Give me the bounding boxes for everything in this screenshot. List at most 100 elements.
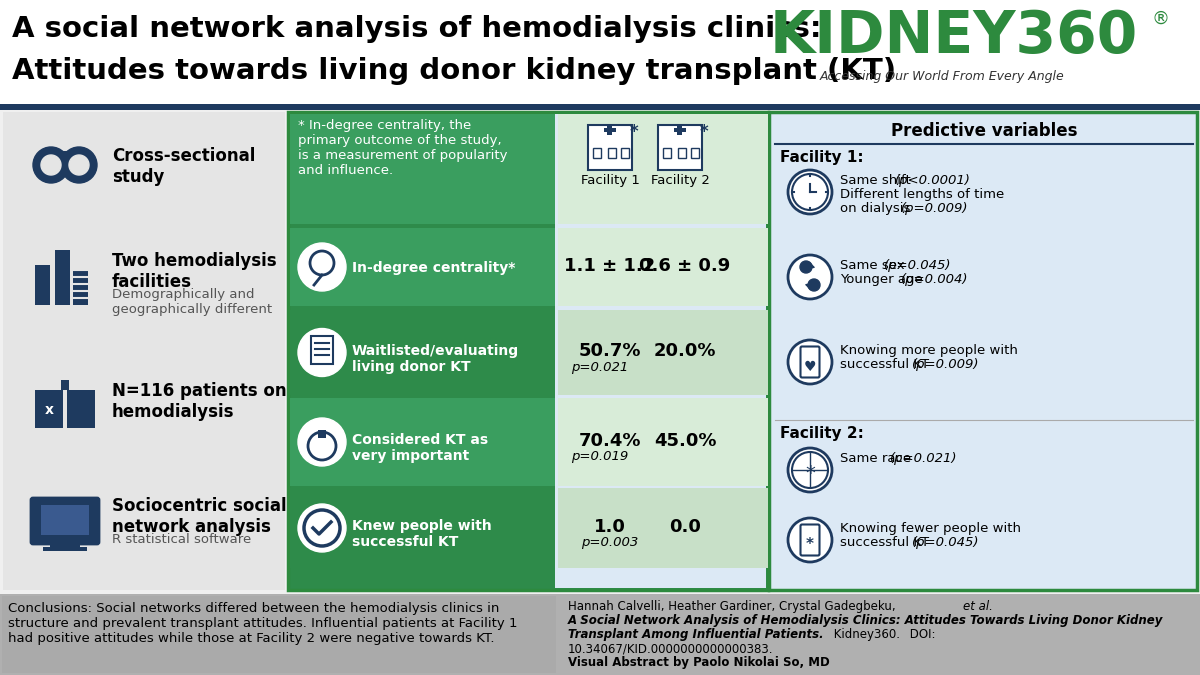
Text: p=0.019: p=0.019 <box>571 450 629 463</box>
Circle shape <box>61 147 97 183</box>
Text: In-degree centrality*: In-degree centrality* <box>352 261 515 275</box>
Text: Facility 1:: Facility 1: <box>780 150 864 165</box>
Circle shape <box>298 329 346 377</box>
Text: (p=0.045): (p=0.045) <box>912 536 979 549</box>
Text: Cross-sectional
study: Cross-sectional study <box>112 147 256 186</box>
Text: et al.: et al. <box>964 600 992 613</box>
Text: Knew people with
successful KT: Knew people with successful KT <box>352 519 492 549</box>
FancyBboxPatch shape <box>800 524 820 556</box>
FancyBboxPatch shape <box>769 112 1198 590</box>
FancyBboxPatch shape <box>49 151 82 156</box>
Text: 70.4%: 70.4% <box>578 432 641 450</box>
Text: 50.7%: 50.7% <box>578 342 641 360</box>
FancyBboxPatch shape <box>2 596 556 673</box>
Text: ®: ® <box>1152 10 1170 28</box>
FancyBboxPatch shape <box>678 148 686 158</box>
Text: Predictive variables: Predictive variables <box>890 122 1078 140</box>
FancyBboxPatch shape <box>558 114 768 224</box>
Text: 10.34067/KID.0000000000000383.: 10.34067/KID.0000000000000383. <box>568 642 774 655</box>
Text: Transplant Among Influential Patients.: Transplant Among Influential Patients. <box>568 628 823 641</box>
Circle shape <box>788 340 832 384</box>
FancyBboxPatch shape <box>607 125 612 135</box>
Text: *: * <box>806 537 814 552</box>
Text: Same sex: Same sex <box>840 259 905 272</box>
FancyBboxPatch shape <box>800 346 820 377</box>
Text: * In-degree centrality, the
primary outcome of the study,
is a measurement of po: * In-degree centrality, the primary outc… <box>298 119 508 177</box>
FancyBboxPatch shape <box>658 125 702 170</box>
FancyBboxPatch shape <box>28 375 103 435</box>
Text: Demographically and
geographically different: Demographically and geographically diffe… <box>112 288 272 316</box>
Text: (p=0.045): (p=0.045) <box>884 259 952 272</box>
FancyBboxPatch shape <box>35 390 64 428</box>
Text: Knowing more people with: Knowing more people with <box>840 344 1018 357</box>
Text: N=116 patients on
hemodialysis: N=116 patients on hemodialysis <box>112 382 287 421</box>
Circle shape <box>788 255 832 299</box>
Text: Knowing fewer people with: Knowing fewer people with <box>840 522 1021 535</box>
Text: *: * <box>630 123 638 141</box>
Text: 0.6 ± 0.9: 0.6 ± 0.9 <box>640 257 731 275</box>
Circle shape <box>308 432 336 460</box>
Text: Different lengths of time: Different lengths of time <box>840 188 1004 201</box>
FancyBboxPatch shape <box>290 228 554 306</box>
Text: Conclusions: Social networks differed between the hemodialysis clinics in
struct: Conclusions: Social networks differed be… <box>8 602 517 645</box>
Text: (p=0.021): (p=0.021) <box>889 452 958 465</box>
Text: A Social Network Analysis of Hemodialysis Clinics: Attitudes Towards Living Dono: A Social Network Analysis of Hemodialysi… <box>568 614 1163 627</box>
FancyBboxPatch shape <box>28 245 103 305</box>
Text: Facility 2:: Facility 2: <box>780 426 864 441</box>
FancyBboxPatch shape <box>290 114 554 224</box>
Text: Accessing Our World From Every Angle: Accessing Our World From Every Angle <box>820 70 1064 83</box>
Text: Considered KT as
very important: Considered KT as very important <box>352 433 488 463</box>
FancyBboxPatch shape <box>290 398 554 486</box>
Text: p=0.003: p=0.003 <box>581 536 638 549</box>
Text: on dialysis: on dialysis <box>840 202 911 215</box>
FancyBboxPatch shape <box>604 128 616 132</box>
Circle shape <box>792 174 828 210</box>
Circle shape <box>304 510 340 546</box>
Text: R statistical software: R statistical software <box>112 533 251 546</box>
Text: Same shift: Same shift <box>840 174 911 187</box>
FancyBboxPatch shape <box>662 148 671 158</box>
Text: (p=0.009): (p=0.009) <box>900 202 968 215</box>
FancyBboxPatch shape <box>318 430 326 438</box>
FancyBboxPatch shape <box>2 112 286 590</box>
FancyBboxPatch shape <box>593 148 601 158</box>
Text: Same race: Same race <box>840 452 911 465</box>
FancyBboxPatch shape <box>50 542 80 547</box>
Text: x: x <box>44 403 54 417</box>
Text: Hannah Calvelli, Heather Gardiner, Crystal Gadegbeku,: Hannah Calvelli, Heather Gardiner, Cryst… <box>568 600 899 613</box>
Text: *: * <box>700 123 709 141</box>
Text: Two hemodialysis
facilities: Two hemodialysis facilities <box>112 252 277 291</box>
Circle shape <box>788 518 832 562</box>
Text: 45.0%: 45.0% <box>654 432 716 450</box>
Text: Visual Abstract by Paolo Nikolai So, MD: Visual Abstract by Paolo Nikolai So, MD <box>568 656 829 669</box>
Circle shape <box>788 170 832 214</box>
Circle shape <box>808 279 820 291</box>
Text: 1.0: 1.0 <box>594 518 626 536</box>
Text: Facility 2: Facility 2 <box>650 174 709 187</box>
FancyBboxPatch shape <box>674 128 686 132</box>
Text: ♥: ♥ <box>804 360 816 374</box>
Circle shape <box>298 504 346 552</box>
Text: 0.0: 0.0 <box>670 518 701 536</box>
FancyBboxPatch shape <box>0 594 1200 675</box>
FancyBboxPatch shape <box>290 488 554 568</box>
FancyBboxPatch shape <box>55 250 70 305</box>
Circle shape <box>800 261 812 273</box>
FancyBboxPatch shape <box>608 148 616 158</box>
Circle shape <box>298 418 346 466</box>
FancyBboxPatch shape <box>73 270 88 305</box>
FancyBboxPatch shape <box>31 498 98 544</box>
FancyBboxPatch shape <box>558 228 768 306</box>
FancyBboxPatch shape <box>311 335 334 364</box>
FancyBboxPatch shape <box>61 380 70 390</box>
FancyBboxPatch shape <box>41 505 89 535</box>
Text: Younger age: Younger age <box>840 273 923 286</box>
Text: Sociocentric social
network analysis: Sociocentric social network analysis <box>112 497 287 536</box>
Text: (p=0.004): (p=0.004) <box>900 273 968 286</box>
Text: Facility 1: Facility 1 <box>581 174 640 187</box>
Text: successful KT: successful KT <box>840 536 929 549</box>
Text: (p<0.0001): (p<0.0001) <box>895 174 971 187</box>
FancyBboxPatch shape <box>67 390 95 428</box>
Text: p=0.021: p=0.021 <box>571 360 629 373</box>
Text: A social network analysis of hemodialysis clinics:: A social network analysis of hemodialysi… <box>12 15 822 43</box>
